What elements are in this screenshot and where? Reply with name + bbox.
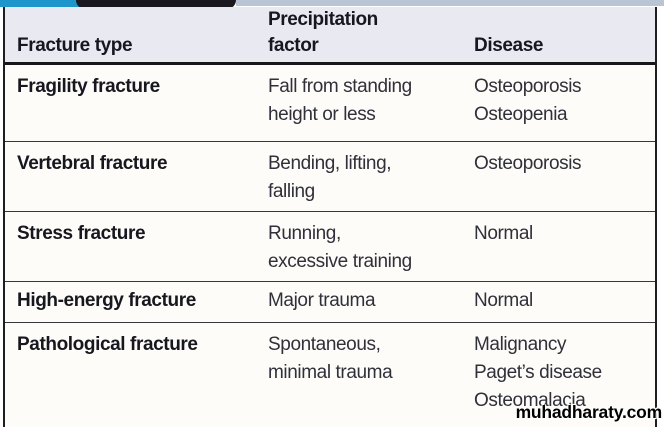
pale-top-bar (236, 0, 664, 6)
table-row: Fragility fracture Fall from standing he… (5, 65, 655, 142)
disease-cell: Osteoporosis (474, 153, 582, 174)
table-row: Pathological fracture Spontaneous, minim… (5, 323, 655, 427)
precipitation-factor-cell: Major trauma (268, 290, 376, 311)
accent-bar (0, 0, 80, 7)
column-header-precipitation-factor: Precipitation factor (268, 9, 378, 56)
table-row: Vertebral fracture Bending, lifting, fal… (5, 142, 655, 212)
table-caption-tab (76, 0, 236, 9)
fracture-type-cell: Vertebral fracture (17, 153, 168, 174)
fracture-type-cell: Pathological fracture (17, 334, 198, 355)
fracture-table: Fracture type Precipitation factor Disea… (3, 7, 657, 427)
table-header-row: Fracture type Precipitation factor Disea… (5, 7, 655, 65)
disease-cell: Normal (474, 290, 533, 311)
column-header-disease: Disease (474, 35, 544, 56)
disease-cell: Malignancy Paget’s disease Osteomalacia (474, 334, 602, 411)
cropped-caption-strip (0, 0, 664, 9)
precipitation-factor-cell: Fall from standing height or less (268, 76, 412, 125)
fracture-type-cell: Fragility fracture (17, 76, 160, 97)
precipitation-factor-cell: Bending, lifting, falling (268, 153, 392, 202)
table-row: Stress fracture Running, excessive train… (5, 212, 655, 282)
precipitation-factor-cell: Spontaneous, minimal trauma (268, 334, 393, 383)
precipitation-factor-cell: Running, excessive training (268, 223, 412, 272)
fracture-type-cell: High-energy fracture (17, 290, 196, 311)
disease-cell: Normal (474, 223, 533, 244)
watermark: muhadharaty.com (515, 402, 663, 422)
disease-cell: Osteoporosis Osteopenia (474, 76, 582, 125)
table-row: High-energy fracture Major trauma Normal (5, 282, 655, 323)
column-header-fracture-type: Fracture type (17, 35, 133, 56)
fracture-type-cell: Stress fracture (17, 223, 146, 244)
